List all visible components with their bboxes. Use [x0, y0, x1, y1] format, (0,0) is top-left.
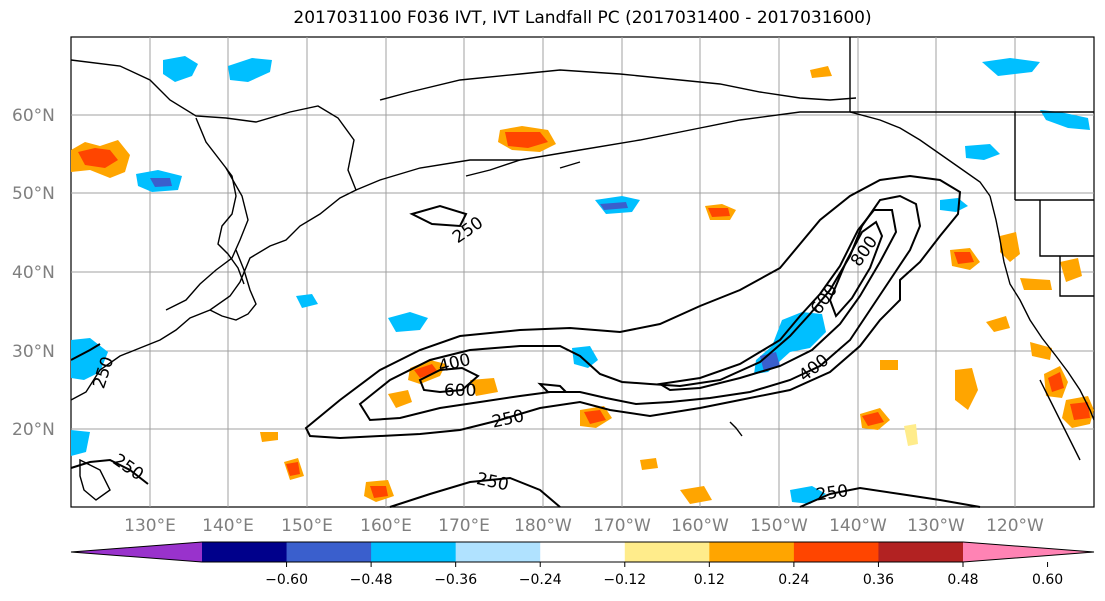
- lon-label: 130°W: [907, 516, 965, 536]
- lon-label: 180°W: [514, 516, 572, 536]
- colorbar-tick-label: 0.12: [694, 572, 725, 588]
- colorbar-swatch: [878, 542, 964, 562]
- contour-label: 600: [444, 381, 476, 401]
- lon-label: 150°E: [281, 516, 333, 536]
- colorbar-tick-label: −0.60: [265, 572, 308, 588]
- colorbar: −0.60 −0.48 −0.36 −0.24 −0.12 0.12 0.24 0.36 0.4…: [70, 541, 1095, 588]
- colorbar-swatch: [793, 542, 879, 562]
- lat-label: 40°N: [12, 263, 55, 283]
- map-title: 2017031100 F036 IVT, IVT Landfall PC (20…: [293, 8, 872, 28]
- colorbar-tick-label: −0.36: [434, 572, 477, 588]
- lat-label: 60°N: [12, 106, 55, 126]
- colorbar-tick-label: 0.48: [947, 572, 978, 588]
- lat-label: 20°N: [12, 420, 55, 440]
- lon-label: 150°W: [750, 516, 808, 536]
- lat-label: 50°N: [12, 184, 55, 204]
- colorbar-swatch: [540, 542, 626, 562]
- colorbar-swatch: [286, 542, 372, 562]
- colorbar-outline: [70, 541, 1095, 563]
- lon-label: 170°W: [593, 516, 651, 536]
- contour-label: 250: [815, 481, 850, 505]
- lon-label: 130°E: [124, 516, 176, 536]
- colorbar-tick-label: −0.24: [519, 572, 562, 588]
- colorbar-extension-low: [71, 542, 202, 562]
- colorbar-swatch: [709, 542, 795, 562]
- colorbar-swatch: [371, 542, 457, 562]
- colorbar-tick-label: 0.24: [778, 572, 809, 588]
- colorbar-tick-label: −0.12: [603, 572, 646, 588]
- colorbar-tick-label: 0.60: [1032, 572, 1063, 588]
- lon-label: 120°W: [986, 516, 1044, 536]
- ivt-contours: [70, 174, 981, 508]
- colorbar-extension-high: [963, 542, 1094, 562]
- lon-label: 160°E: [360, 516, 412, 536]
- lon-label: 170°E: [438, 516, 490, 536]
- colorbar-swatch: [202, 542, 288, 562]
- lon-label: 140°W: [829, 516, 887, 536]
- latitude-labels: 60°N 50°N 40°N 30°N 20°N: [12, 106, 55, 440]
- longitude-labels: 130°E 140°E 150°E 160°E 170°E 180°W 170°…: [124, 516, 1044, 536]
- colorbar-swatch: [455, 542, 541, 562]
- coastlines: [70, 37, 1095, 501]
- lat-label: 30°N: [12, 342, 55, 362]
- lon-label: 140°E: [202, 516, 254, 536]
- colorbar-tick-label: −0.48: [350, 572, 393, 588]
- pc-shading: [71, 56, 1094, 504]
- lon-label: 160°W: [671, 516, 729, 536]
- colorbar-swatch: [624, 542, 710, 562]
- colorbar-tick-label: 0.36: [863, 572, 894, 588]
